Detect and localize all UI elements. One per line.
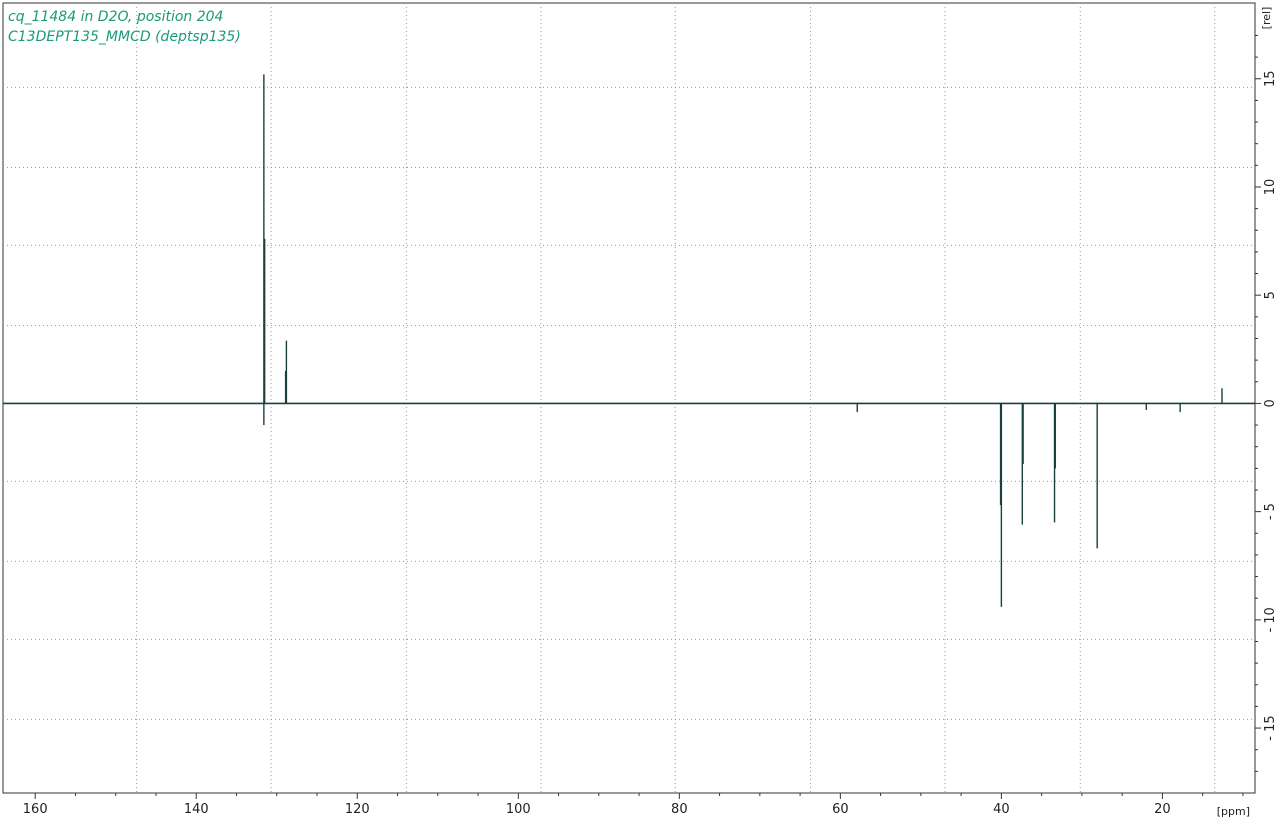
spectrum-peaks	[263, 74, 1223, 607]
grid-lines	[3, 3, 1255, 793]
y-axis-unit-label: [rel]	[1260, 7, 1273, 30]
y-tick-label: 10	[1263, 179, 1278, 196]
y-tick-label: - 10	[1263, 607, 1278, 632]
y-tick-label: - 5	[1263, 503, 1278, 520]
x-tick-label: 100	[506, 802, 531, 817]
x-tick-label: 80	[671, 802, 688, 817]
x-tick-label: 20	[1154, 802, 1171, 817]
x-axis-unit-label: [ppm]	[1217, 805, 1250, 818]
spectrum-subtitle: C13DEPT135_MMCD (deptsp135)	[8, 29, 241, 45]
x-tick-label: 40	[993, 802, 1010, 817]
y-tick-label: 15	[1263, 70, 1278, 87]
y-tick-label: - 15	[1263, 715, 1278, 740]
x-tick-label: 120	[345, 802, 370, 817]
plot-frame	[2, 2, 1256, 794]
x-axis: 160 140 120 100 80 60 40 20	[23, 793, 1244, 817]
x-tick-label: 60	[832, 802, 849, 817]
x-tick-label: 140	[184, 802, 209, 817]
y-tick-label: 0	[1263, 399, 1278, 407]
y-tick-label: 5	[1263, 291, 1278, 299]
y-axis: 15 10 5 0 - 5 - 10 - 15	[1255, 34, 1278, 772]
spectrum-title: cq_11484 in D2O, position 204	[8, 9, 223, 25]
x-tick-label: 160	[23, 802, 48, 817]
